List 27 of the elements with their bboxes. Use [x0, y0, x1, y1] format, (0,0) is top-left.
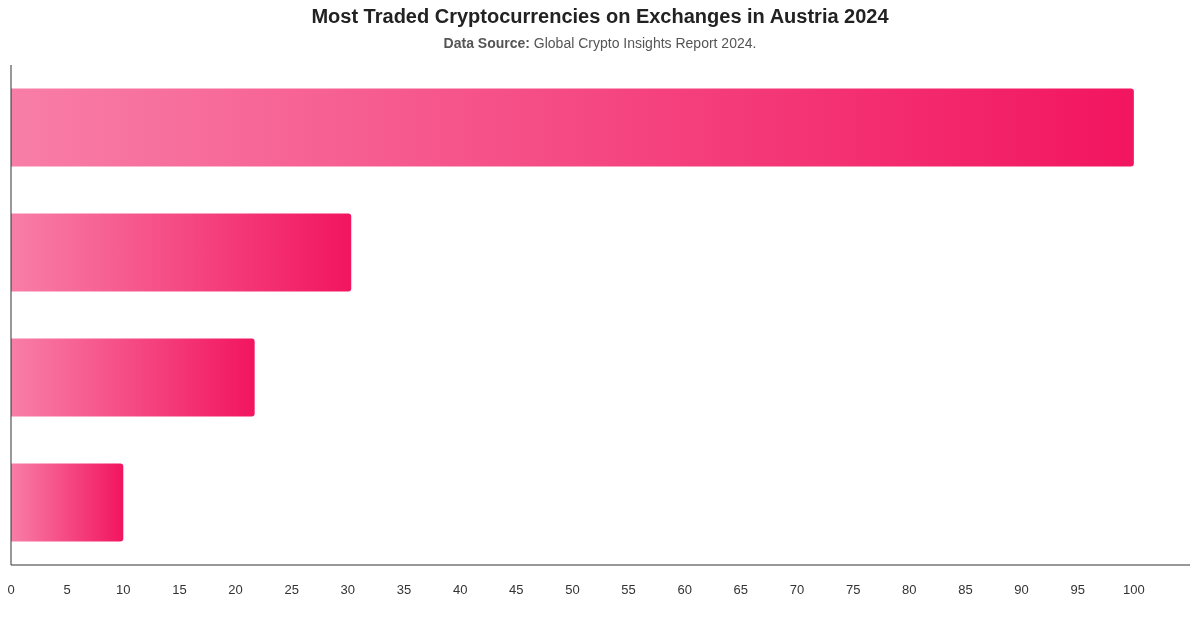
- x-tick-label: 5: [63, 582, 71, 598]
- x-tick-label: 95: [1070, 582, 1085, 598]
- bar: [11, 88, 1134, 167]
- x-tick-label: 25: [284, 582, 299, 598]
- x-tick-label: 0: [7, 582, 15, 598]
- x-tick-label: 55: [621, 582, 636, 598]
- x-tick-label: 20: [228, 582, 243, 598]
- chart-subtitle: Data Source: Global Crypto Insights Report 2024.: [443, 35, 757, 51]
- x-tick-label: 70: [789, 582, 805, 598]
- x-tick-label: 90: [1014, 582, 1029, 598]
- x-tick-label: 75: [845, 582, 861, 598]
- x-tick-label: 40: [452, 582, 468, 598]
- bar: [11, 338, 255, 417]
- bar: [11, 463, 124, 542]
- chart-title: Most Traded Cryptocurrencies on Exchanges in Austria 2024: [310, 5, 890, 28]
- x-tick-label: 80: [902, 582, 917, 598]
- x-tick-label: 35: [396, 582, 412, 598]
- x-tick-label: 85: [958, 582, 973, 598]
- x-tick-label: 50: [565, 582, 580, 598]
- x-tick-label: 30: [340, 582, 356, 598]
- x-tick-label: 65: [733, 582, 749, 598]
- x-tick-label: 60: [677, 582, 692, 598]
- x-tick-label: 100: [1123, 582, 1145, 598]
- x-tick-label: 10: [116, 582, 131, 598]
- x-tick-label: 45: [509, 582, 524, 598]
- x-tick-label: 15: [172, 582, 187, 598]
- bar: [11, 213, 352, 292]
